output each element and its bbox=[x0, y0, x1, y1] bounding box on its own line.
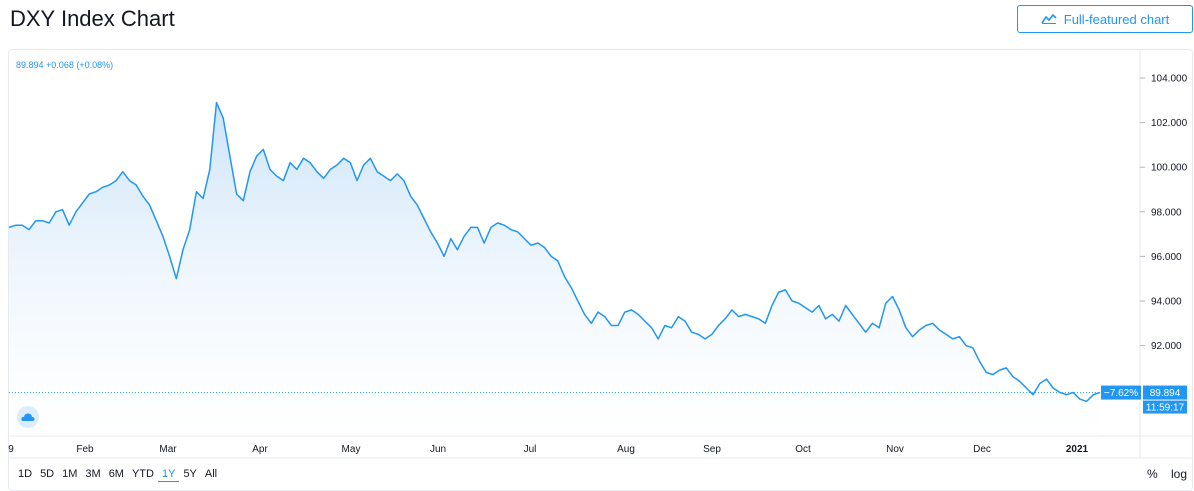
x-tick-label: Apr bbox=[252, 444, 268, 455]
percent-change-tag bbox=[1101, 385, 1141, 400]
x-tick-label: 9 bbox=[8, 444, 14, 455]
range-button-all[interactable]: All bbox=[204, 468, 218, 480]
x-tick-label: Jun bbox=[430, 444, 446, 455]
y-tick-label: 104.000 bbox=[1151, 74, 1188, 85]
range-button-5y[interactable]: 5Y bbox=[183, 468, 197, 480]
x-tick-label: Sep bbox=[703, 444, 721, 455]
chart-icon bbox=[1041, 12, 1057, 27]
x-tick-label: Mar bbox=[159, 444, 177, 455]
y-tick-label: 102.000 bbox=[1151, 118, 1188, 129]
y-tick-label: 92.000 bbox=[1151, 341, 1182, 352]
range-button-1m[interactable]: 1M bbox=[62, 468, 78, 480]
range-button-1y[interactable]: 1Y bbox=[157, 467, 180, 482]
log-toggle[interactable]: log bbox=[1171, 467, 1188, 481]
x-tick-label: Nov bbox=[886, 444, 904, 455]
x-tick-label: Jul bbox=[524, 444, 537, 455]
last-price-tag bbox=[1143, 385, 1187, 400]
y-tick-label: 94.000 bbox=[1151, 297, 1182, 308]
x-tick-label: May bbox=[342, 444, 361, 455]
y-tick-label: 96.000 bbox=[1151, 252, 1182, 263]
countdown-text: 11:59:17 bbox=[1146, 403, 1185, 414]
price-line bbox=[8, 101, 1101, 403]
x-tick-label: 2021 bbox=[1066, 444, 1089, 455]
legend-value: 89.894 bbox=[16, 60, 44, 70]
countdown-tag bbox=[1143, 400, 1187, 414]
range-selector: 1D 5D 1M 3M 6M YTD 1Y 5Y All bbox=[14, 467, 221, 482]
legend: 89.894 +0.068 (+0.08%) bbox=[16, 60, 113, 70]
full-featured-chart-label: Full-featured chart bbox=[1063, 11, 1170, 27]
cloud-logo-icon[interactable] bbox=[17, 406, 39, 428]
y-tick-label: 98.000 bbox=[1151, 207, 1182, 218]
y-tick-label: 100.000 bbox=[1151, 163, 1188, 174]
range-button-6m[interactable]: 6M bbox=[108, 468, 124, 480]
percent-change-text: −7.62% bbox=[1104, 388, 1138, 399]
x-tick-label: Aug bbox=[617, 444, 635, 455]
last-price-text: 89.894 bbox=[1150, 388, 1181, 399]
x-tick-label: Feb bbox=[76, 444, 94, 455]
range-button-1d[interactable]: 1D bbox=[18, 468, 33, 480]
range-button-ytd[interactable]: YTD bbox=[131, 468, 154, 480]
percent-toggle[interactable]: % bbox=[1147, 467, 1158, 481]
range-button-5d[interactable]: 5D bbox=[40, 468, 55, 480]
x-tick-label: Oct bbox=[795, 444, 811, 455]
range-button-3m[interactable]: 3M bbox=[85, 468, 101, 480]
legend-change: +0.068 (+0.08%) bbox=[46, 60, 114, 70]
full-featured-chart-button[interactable]: Full-featured chart bbox=[1017, 5, 1193, 33]
page-title: DXY Index Chart bbox=[10, 6, 175, 31]
x-tick-label: Dec bbox=[973, 444, 991, 455]
price-area-fill bbox=[9, 102, 1100, 436]
